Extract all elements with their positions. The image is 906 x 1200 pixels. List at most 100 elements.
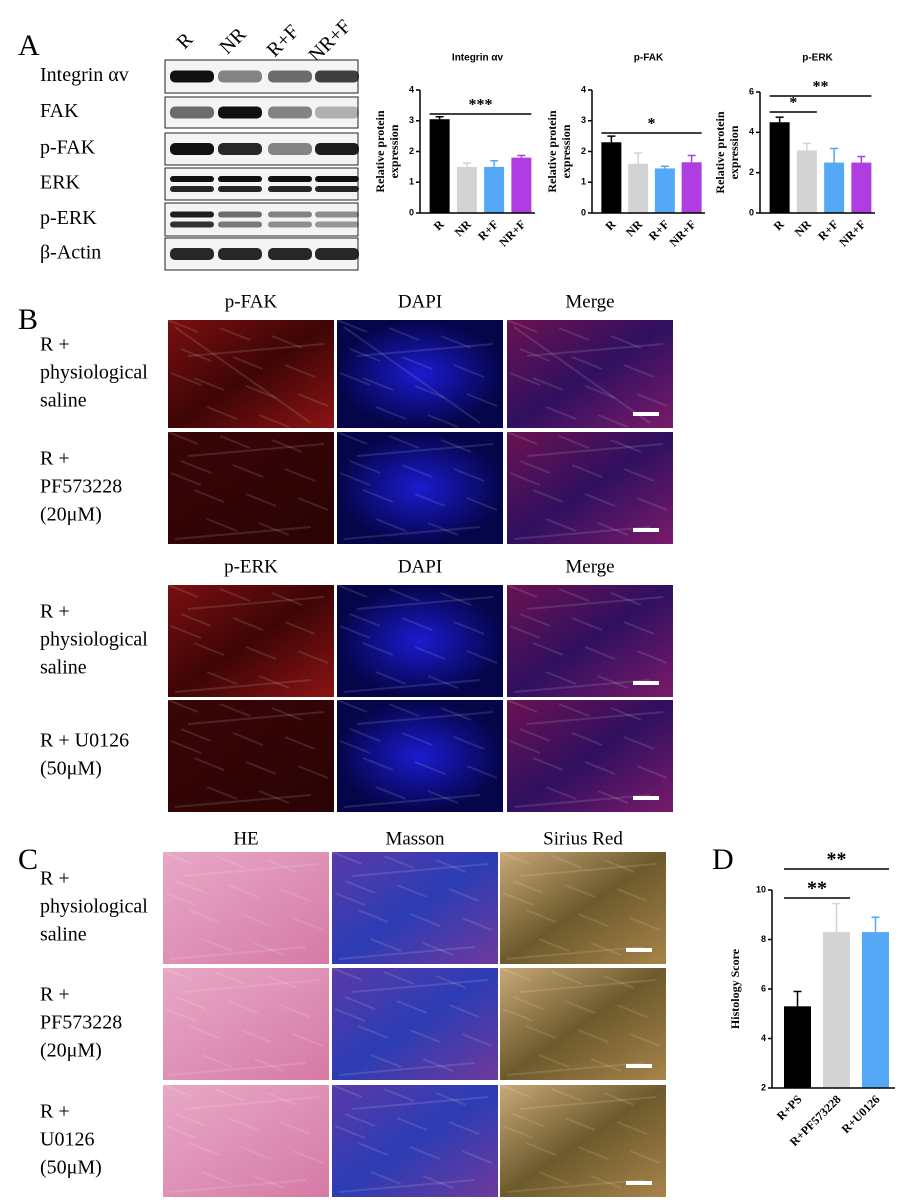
texture	[375, 671, 407, 685]
y-tick-label: 2	[409, 146, 414, 156]
bar	[823, 932, 850, 1088]
texture	[227, 1000, 259, 1014]
texture	[584, 646, 616, 660]
texture	[356, 596, 494, 610]
row-label: physiological	[40, 362, 148, 384]
texture	[175, 880, 207, 894]
texture	[597, 414, 629, 428]
texture	[388, 703, 420, 717]
texture	[448, 888, 480, 902]
texture	[170, 372, 202, 386]
texture	[499, 851, 531, 865]
micrograph	[163, 1085, 329, 1197]
blot-band	[218, 186, 262, 192]
texture	[453, 621, 485, 635]
blot-band	[268, 211, 312, 218]
texture	[232, 356, 264, 370]
texture	[175, 996, 207, 1010]
texture	[509, 472, 541, 486]
texture	[338, 946, 476, 960]
texture	[370, 1171, 402, 1185]
texture	[240, 913, 272, 927]
scale-bar	[626, 1064, 652, 1068]
blot-band	[315, 70, 359, 83]
texture	[180, 728, 212, 742]
y-tick-label: 4	[409, 84, 414, 94]
texture	[519, 863, 657, 877]
row-label: PF573228	[40, 476, 122, 498]
significance-label: *	[648, 116, 656, 133]
texture	[279, 1004, 311, 1018]
texture	[227, 1117, 259, 1131]
texture	[383, 1088, 415, 1102]
texture	[440, 335, 472, 349]
texture	[509, 625, 541, 639]
texture	[388, 435, 420, 449]
x-tick-label: NR+F	[496, 217, 528, 249]
x-tick-label: NR+F	[667, 217, 699, 249]
texture	[545, 671, 577, 685]
texture	[466, 765, 498, 779]
micrograph	[163, 968, 329, 1080]
y-axis-label: Relative protein	[373, 110, 387, 192]
texture	[396, 884, 428, 898]
x-tick-label: R+U0126	[839, 1092, 883, 1136]
row-label: (50μM)	[40, 1157, 102, 1179]
micrograph	[168, 700, 334, 812]
column-header: Merge	[565, 291, 614, 312]
texture	[193, 489, 225, 503]
y-axis-label: expression	[727, 125, 741, 179]
texture	[284, 736, 316, 750]
bar	[484, 166, 505, 213]
bar	[824, 162, 845, 213]
texture	[597, 675, 629, 689]
texture	[167, 319, 199, 333]
error-bar	[517, 154, 526, 158]
texture	[506, 1062, 644, 1076]
bar	[681, 162, 702, 213]
blot-band	[315, 248, 359, 260]
texture	[193, 377, 225, 391]
row-label: R + U0126	[40, 730, 129, 752]
texture	[180, 460, 212, 474]
texture	[513, 326, 651, 424]
texture	[167, 584, 199, 598]
texture	[506, 1179, 644, 1193]
texture	[422, 942, 454, 956]
blot-band	[170, 186, 214, 192]
texture	[409, 913, 441, 927]
texture	[519, 1096, 657, 1110]
texture	[206, 518, 238, 532]
texture	[338, 1179, 476, 1193]
texture	[339, 625, 371, 639]
texture	[162, 1084, 194, 1098]
texture	[519, 460, 551, 474]
texture	[349, 460, 381, 474]
error-bar	[802, 142, 811, 151]
blot-band	[315, 176, 359, 182]
texture	[440, 439, 472, 453]
error-bar	[871, 916, 880, 933]
texture	[193, 757, 225, 771]
micrograph	[168, 320, 334, 428]
error-bar	[490, 159, 499, 167]
y-axis-label: Histology Score	[728, 948, 742, 1029]
texture	[577, 913, 609, 927]
texture	[577, 1146, 609, 1160]
texture	[174, 526, 312, 540]
texture	[461, 917, 493, 931]
texture	[435, 859, 467, 873]
micrograph	[507, 432, 673, 544]
texture	[174, 794, 312, 808]
texture	[232, 732, 264, 746]
texture	[623, 736, 655, 750]
texture	[370, 938, 402, 952]
texture	[206, 671, 238, 685]
texture	[187, 443, 325, 457]
micrograph	[500, 968, 666, 1080]
texture	[336, 431, 368, 445]
texture	[440, 707, 472, 721]
texture	[165, 1008, 197, 1022]
texture	[165, 892, 197, 906]
scale-bar	[633, 796, 659, 800]
